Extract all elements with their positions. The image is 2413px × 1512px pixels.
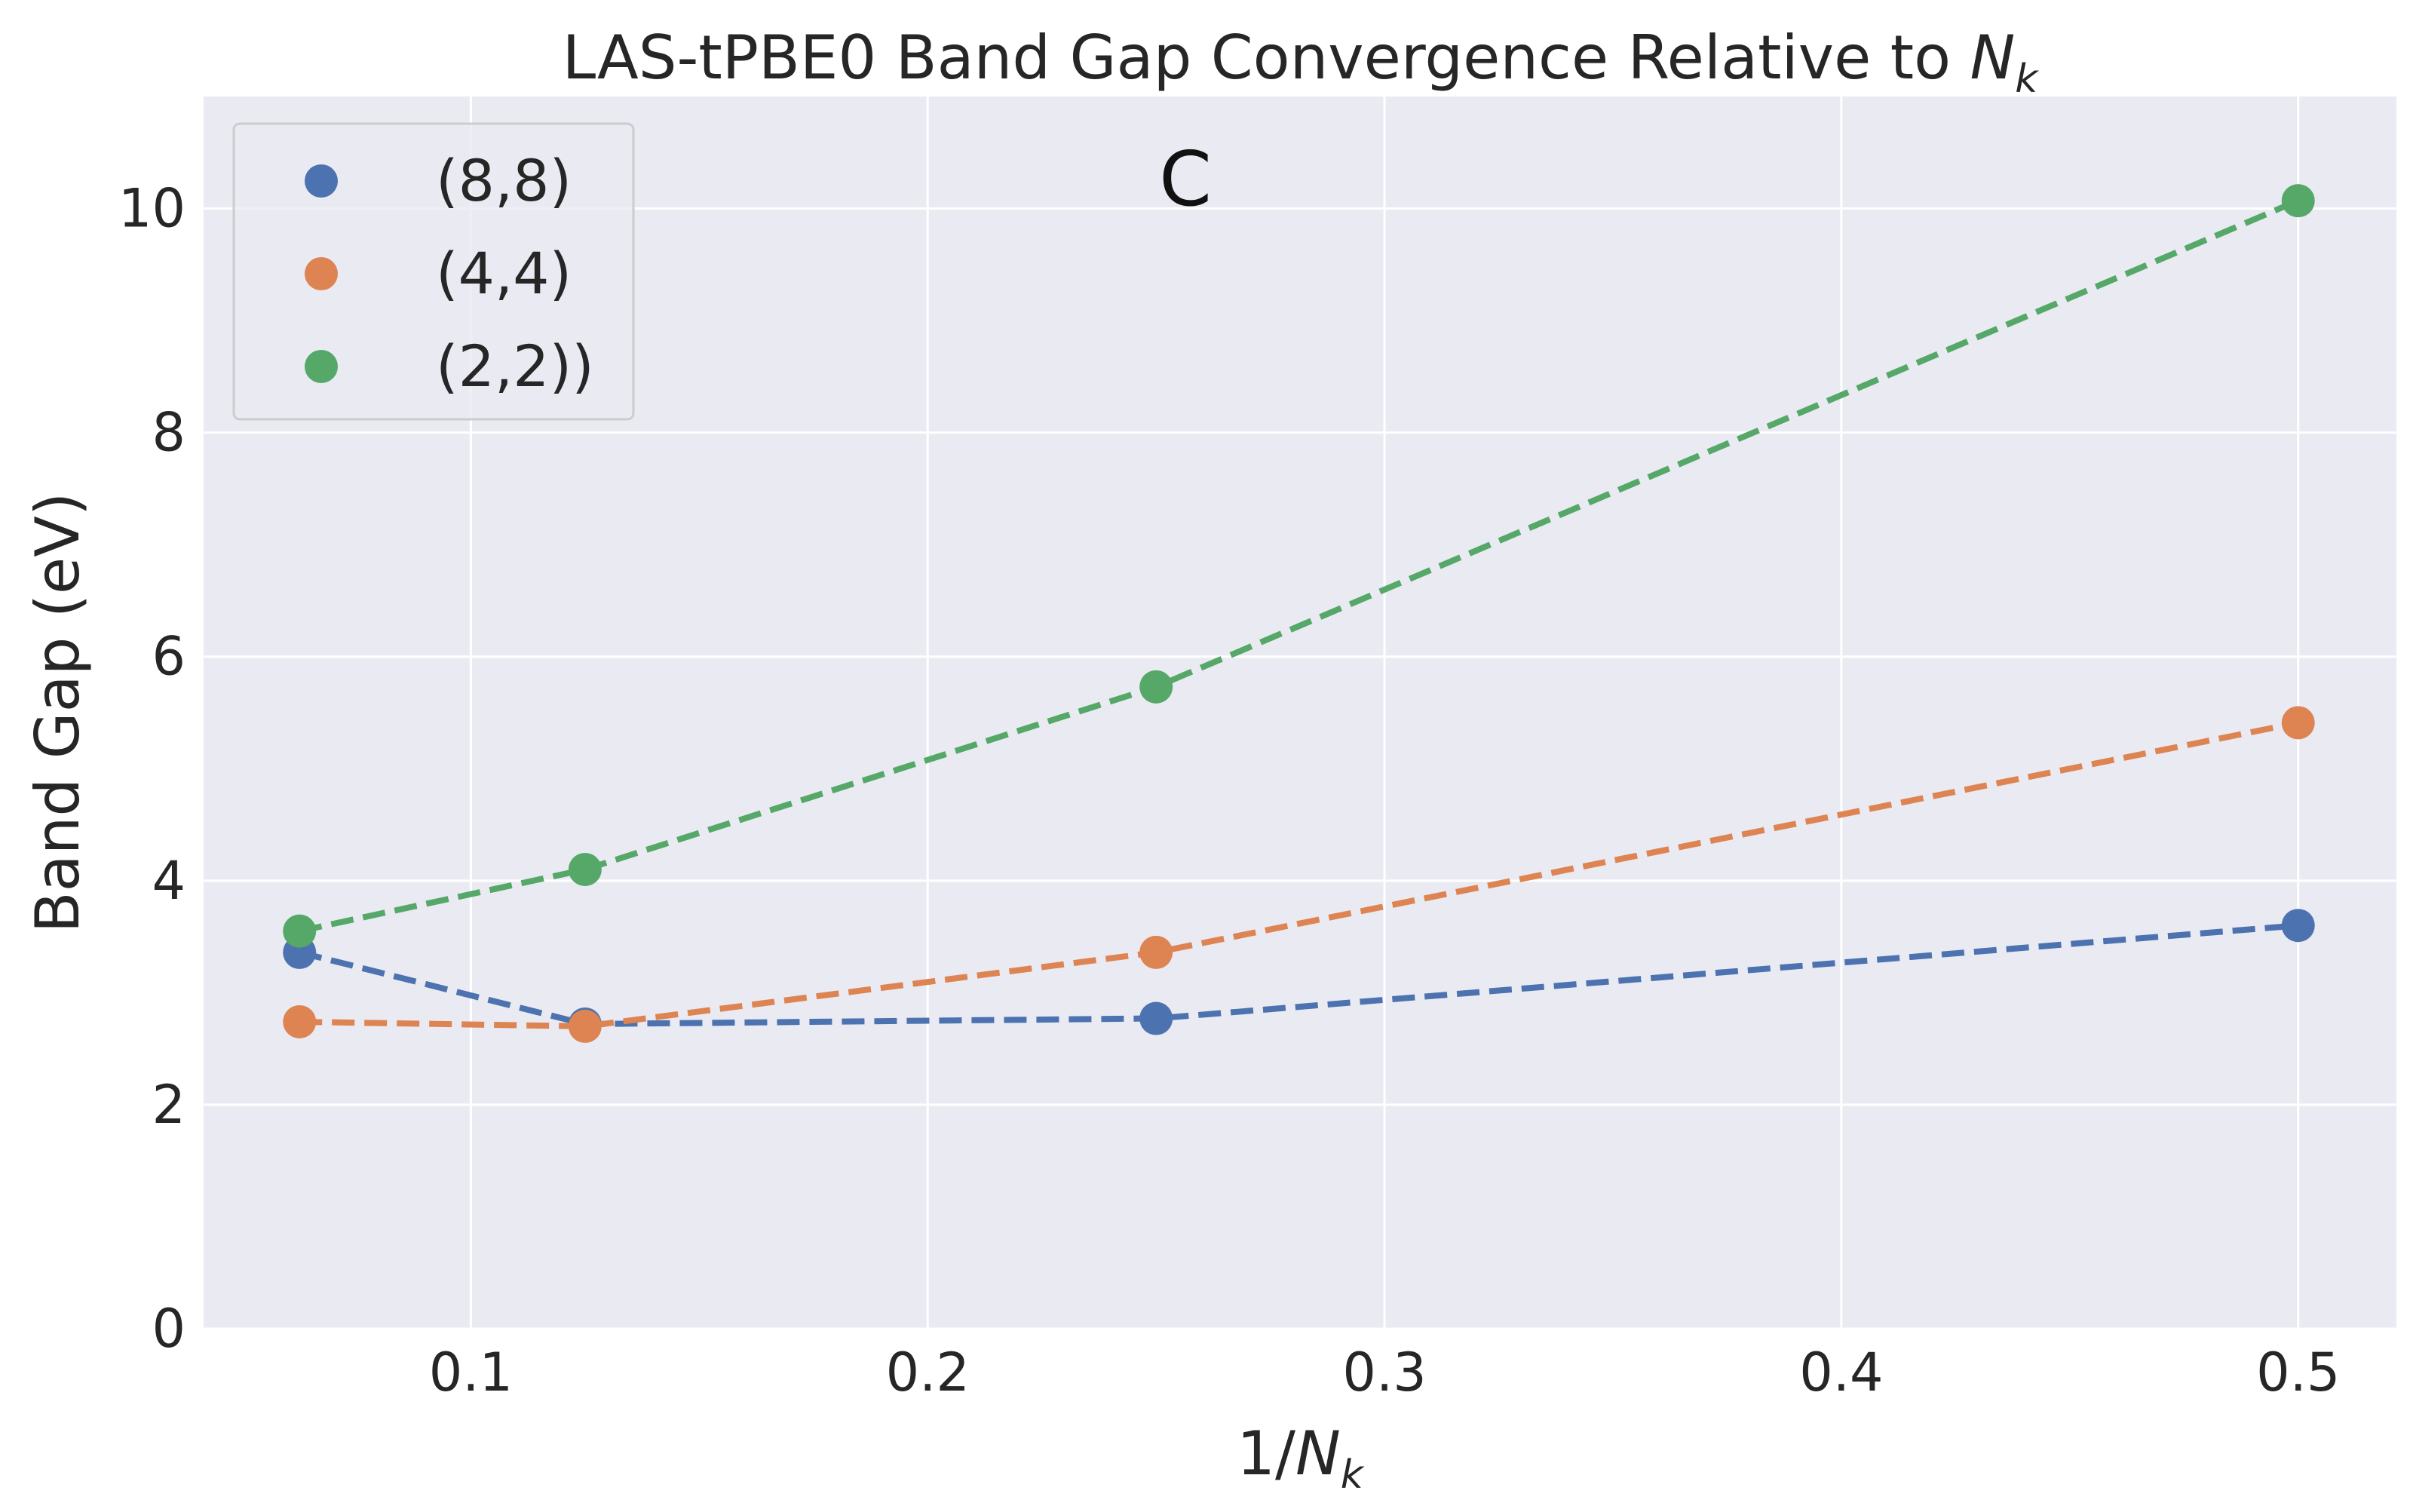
chart-title-text: LAS-tPBE0 Band Gap Convergence Relative … <box>563 23 1970 93</box>
legend-box <box>232 122 635 421</box>
series-line <box>299 922 2299 1028</box>
x-axis-label-text: 1/ <box>1237 1418 1295 1489</box>
x-tick-label: 0.1 <box>429 1342 513 1403</box>
x-tick-label: 0.2 <box>886 1342 970 1403</box>
series-line <box>299 198 2300 934</box>
data-point <box>1139 670 1173 704</box>
series-2 <box>283 706 2315 1043</box>
legend-label: (2,2)) <box>436 333 594 400</box>
x-tick-label: 0.4 <box>1799 1342 1883 1403</box>
series-line <box>299 719 2299 1029</box>
y-tick-label: 8 <box>152 402 185 464</box>
data-point <box>2281 184 2315 218</box>
x-tick-label: 0.5 <box>2256 1342 2340 1403</box>
legend-marker <box>305 257 338 290</box>
y-tick-label: 6 <box>152 626 185 688</box>
y-axis-label: Band Gap (eV) <box>23 492 93 933</box>
chart-title: LAS-tPBE0 Band Gap Convergence Relative … <box>563 23 2040 102</box>
x-axis-label: 1/Nk <box>1237 1418 1365 1498</box>
x-tick-label: 0.3 <box>1342 1342 1426 1403</box>
legend-label: (4,4) <box>436 240 572 307</box>
x-axis-label-math: N <box>1295 1418 1341 1489</box>
y-tick-label: 10 <box>118 178 185 240</box>
data-point <box>568 1009 602 1043</box>
data-point <box>283 1004 317 1038</box>
legend-label: (8,8) <box>436 147 572 214</box>
panel-label: C <box>1159 135 1212 223</box>
y-tick-label: 2 <box>152 1074 185 1136</box>
data-point <box>1139 1001 1173 1035</box>
y-tick-label: 4 <box>152 850 185 912</box>
grid-lines <box>204 97 2396 1330</box>
data-point <box>568 852 602 886</box>
y-tick-label: 0 <box>152 1298 185 1360</box>
data-point <box>2281 706 2315 740</box>
chart-title-math-subscript: k <box>2015 57 2039 102</box>
series-3 <box>283 184 2315 948</box>
tick-labels: 0.1 0.2 0.3 0.4 0.5 0 2 4 6 8 10 <box>118 178 2340 1403</box>
chart-title-math: N <box>1970 23 2015 93</box>
x-axis-label-math-subscript: k <box>1341 1452 1365 1498</box>
data-point <box>2281 909 2315 943</box>
data-point <box>1139 935 1173 969</box>
data-point <box>283 914 317 948</box>
legend: (8,8) (4,4) (2,2)) <box>232 122 635 421</box>
legend-marker <box>305 164 338 198</box>
legend-marker <box>305 350 338 383</box>
series-group <box>283 184 2315 1043</box>
